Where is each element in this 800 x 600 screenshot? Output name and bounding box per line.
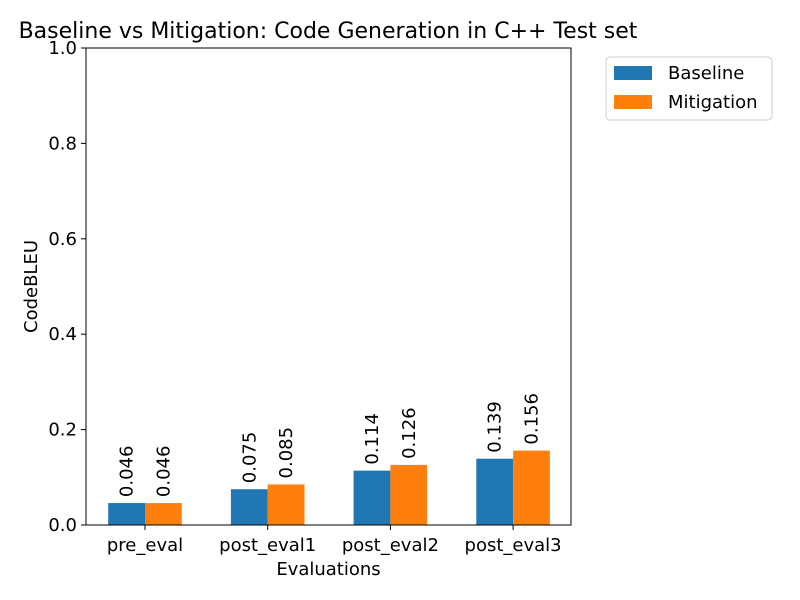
x-tick-label: post_eval1	[219, 535, 316, 556]
bar-mitigation-post-eval3	[513, 450, 550, 525]
x-tick-label: post_eval3	[465, 535, 562, 556]
legend-label-mitigation: Mitigation	[668, 92, 758, 113]
x-tick-label: pre_eval	[107, 535, 183, 556]
bar-value-label: 0.085	[276, 427, 297, 479]
chart-title: Baseline vs Mitigation: Code Generation …	[19, 19, 638, 44]
bar-mitigation-post-eval1	[267, 484, 305, 525]
x-axis-label: Evaluations	[276, 559, 380, 580]
x-axis-ticks: pre_eval post_eval1 post_eval2 post_eval3	[107, 525, 562, 556]
y-tick-label: 0.0	[48, 515, 77, 536]
y-axis-ticks: 0.0 0.2 0.4 0.6 0.8 1.0	[48, 38, 86, 536]
bar-baseline-post-eval3	[476, 458, 514, 525]
bar-value-label: 0.046	[153, 446, 174, 498]
legend: Baseline Mitigation	[605, 56, 773, 121]
bar-mitigation-post-eval2	[390, 464, 428, 525]
bar-baseline-post-eval2	[353, 470, 391, 525]
legend-label-baseline: Baseline	[668, 63, 744, 84]
bar-value-label: 0.156	[522, 393, 543, 445]
bar-baseline-post-eval1	[230, 489, 268, 525]
y-tick-label: 0.6	[48, 229, 77, 250]
y-tick-label: 0.8	[48, 133, 77, 154]
bar-value-label: 0.046	[117, 446, 138, 498]
y-tick-label: 1.0	[48, 38, 77, 59]
x-tick-label: post_eval2	[342, 535, 439, 556]
bar-value-label: 0.075	[239, 432, 260, 484]
bar-labels-layer: 0.046 0.046 0.075 0.085 0.114 0.126 0.139 0.156	[117, 393, 543, 497]
bars-layer	[108, 450, 550, 525]
legend-swatch-baseline	[614, 66, 652, 80]
plot-frame	[85, 47, 572, 526]
legend-swatch-mitigation	[614, 95, 652, 109]
bar-value-label: 0.139	[485, 401, 506, 453]
bar-value-label: 0.114	[362, 413, 383, 465]
bar-mitigation-pre-eval	[145, 503, 182, 525]
bar-value-label: 0.126	[399, 407, 420, 459]
bar-baseline-pre-eval	[108, 503, 145, 525]
y-axis-label: CodeBLEU	[21, 240, 42, 333]
y-tick-label: 0.4	[48, 324, 77, 345]
y-tick-label: 0.2	[48, 420, 77, 441]
